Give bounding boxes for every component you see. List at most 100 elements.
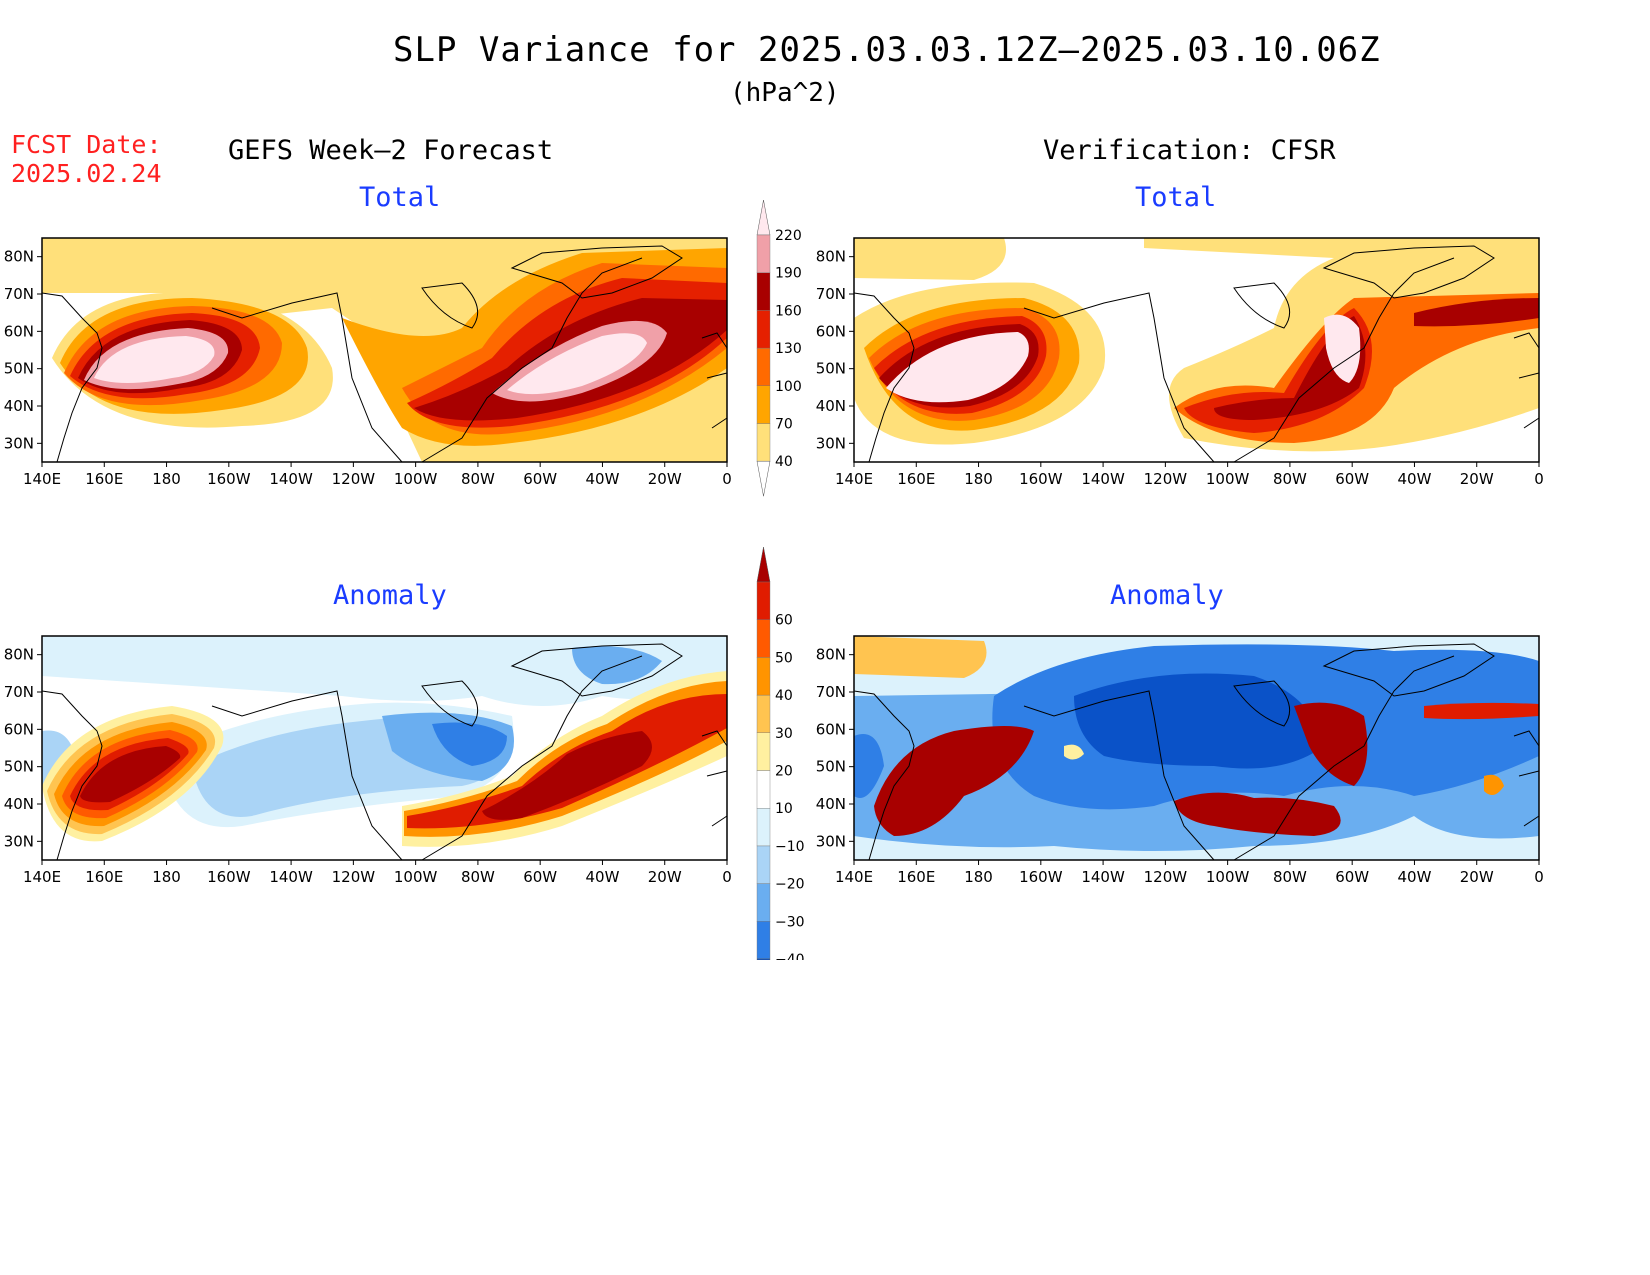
colorbar-label: 130 (775, 341, 802, 357)
lon-tick-label: 120W (332, 868, 376, 886)
coastline-europe (701, 332, 728, 429)
colorbar-label: 160 (775, 303, 802, 319)
map-axis-ticks: 140E 160E 180 160W 140W 120W 100W 80W 60W 40W 20W 0… (816, 646, 1544, 886)
map-frame (41, 237, 728, 463)
contour-40 (854, 636, 987, 678)
lon-tick-label: 160E (85, 470, 123, 488)
map-frame (853, 237, 1540, 463)
colorbar-label: 220 (775, 228, 802, 244)
lon-tick-label: 180 (964, 868, 993, 886)
lat-tick-label: 40N (4, 397, 34, 415)
contour-neg40 (1074, 673, 1324, 769)
lon-tick-label: 140E (835, 470, 873, 488)
coastline-greenland (510, 643, 683, 697)
contour-neg30 (854, 734, 884, 798)
lat-tick-label: 30N (4, 832, 34, 850)
colorbar-segment (756, 770, 771, 809)
colorbar-segment (756, 385, 771, 424)
colorbar-segment (756, 657, 771, 696)
lon-tick-label: 140W (269, 868, 313, 886)
colorbar-anomaly: −40 −30 −20 −10 10 20 30 40 50 60 (756, 546, 805, 960)
lon-tick-label: 60W (1335, 470, 1369, 488)
verif-total-subtitle: Total (1135, 182, 1217, 213)
fcst-anom-map: 140E 160E 180 160W 140W 120W 100W 80W 60W 40W 20W 0… (4, 635, 732, 886)
lat-tick-label: 70N (4, 683, 34, 701)
lon-tick-label: 60W (1335, 868, 1369, 886)
coastline-north-america (211, 257, 643, 463)
contour-220 (886, 332, 1029, 403)
coastline-north-america (211, 655, 643, 861)
contour-220 (94, 336, 215, 383)
lon-tick-label: 140W (1081, 868, 1125, 886)
lon-tick-label: 40W (1397, 470, 1431, 488)
lat-tick-label: 60N (816, 720, 846, 738)
verif-anom-subtitle: Anomaly (1110, 580, 1224, 611)
coastline-north-america (1023, 655, 1455, 861)
lat-tick-label: 70N (816, 683, 846, 701)
map-axis-ticks: 140E 160E 180 160W 140W 120W 100W 80W 60W 40W 20W 0… (4, 646, 732, 886)
coastline-asia (853, 690, 915, 861)
coastline-asia (853, 292, 915, 463)
coastline-europe (1513, 730, 1540, 827)
lat-tick-label: 30N (816, 832, 846, 850)
coastline-greenland (1322, 643, 1495, 697)
coastline-hudson (421, 680, 479, 727)
fcst-date-value: 2025.02.24 (11, 159, 162, 188)
contour-60 (874, 726, 1034, 836)
contour-60 (1174, 792, 1341, 836)
lat-tick-label: 40N (816, 795, 846, 813)
map-axis-ticks: 140E 160E 180 160W 140W 120W 100W 80W 60W 40W 20W 0… (4, 248, 732, 488)
lon-tick-label: 80W (1273, 868, 1307, 886)
lon-tick-label: 160E (85, 868, 123, 886)
colorbar-segment (756, 921, 771, 960)
left-column-title: GEFS Week–2 Forecast (228, 135, 554, 166)
coastline-hudson (421, 282, 479, 329)
colorbar-segment (756, 581, 771, 620)
lon-tick-label: 180 (964, 470, 993, 488)
contour-220 (1324, 314, 1361, 383)
lon-tick-label: 120W (332, 470, 376, 488)
colorbar-label: −20 (775, 877, 805, 893)
coastline-greenland (510, 245, 683, 299)
lon-tick-label: 120W (1144, 868, 1188, 886)
lon-tick-label: 160W (1019, 470, 1063, 488)
lon-tick-label: 20W (648, 470, 682, 488)
lon-tick-label: 0 (722, 868, 732, 886)
lat-tick-label: 80N (4, 248, 34, 266)
contour-60 (1294, 702, 1368, 786)
lat-tick-label: 60N (4, 720, 34, 738)
colorbar-label: 100 (775, 379, 802, 395)
lat-tick-label: 70N (816, 285, 846, 303)
lat-tick-label: 70N (4, 285, 34, 303)
fcst-anom-map-panel: 140E 160E 180 160W 140W 120W 100W 80W 60W 40W 20W 0… (0, 628, 745, 888)
lon-tick-label: 160W (207, 868, 251, 886)
lat-tick-label: 80N (4, 646, 34, 664)
contour-20 (1064, 744, 1084, 760)
fcst-total-map-panel: 140E 160E 180 160W 140W 120W 100W 80W 60W 40W 20W 0… (0, 230, 745, 490)
lon-tick-label: 120W (1144, 470, 1188, 488)
colorbar-segment (756, 619, 771, 658)
lon-tick-label: 100W (394, 868, 438, 886)
lon-tick-label: 140E (835, 868, 873, 886)
contour-60 (80, 746, 181, 803)
coastline-north-america (1023, 257, 1455, 463)
colorbar-segment (756, 272, 771, 311)
coastline-europe (701, 730, 728, 827)
lon-tick-label: 140E (23, 868, 61, 886)
figure-title: SLP Variance for 2025.03.03.12Z–2025.03.… (393, 30, 1381, 70)
lon-tick-label: 80W (461, 470, 495, 488)
lon-tick-label: 140W (1081, 470, 1125, 488)
colorbar-label: 50 (775, 650, 793, 666)
colorbar-segment (756, 234, 771, 273)
colorbar-bottom-extension (756, 460, 771, 497)
colorbar-segment (756, 883, 771, 922)
coastline-asia (41, 292, 103, 463)
lon-tick-label: 40W (1397, 868, 1431, 886)
verif-total-map: 140E 160E 180 160W 140W 120W 100W 80W 60W 40W 20W 0… (816, 237, 1544, 488)
lon-tick-label: 100W (1206, 470, 1250, 488)
colorbar-top-extension (756, 546, 771, 583)
lon-tick-label: 180 (152, 470, 181, 488)
lon-tick-label: 0 (1534, 470, 1544, 488)
colorbar-label: 40 (775, 454, 793, 470)
contour-220 (507, 333, 647, 395)
